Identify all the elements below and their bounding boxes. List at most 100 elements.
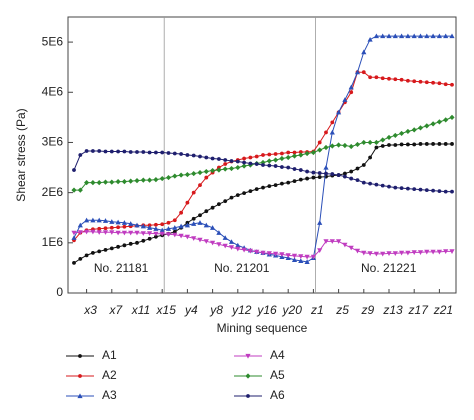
data-point	[373, 139, 379, 146]
data-point	[418, 79, 423, 84]
data-point	[241, 247, 247, 253]
data-point	[203, 168, 209, 175]
data-point	[229, 195, 234, 200]
data-point	[121, 178, 127, 185]
data-point	[184, 171, 190, 178]
data-point	[317, 171, 322, 175]
data-point	[387, 184, 391, 189]
data-point	[431, 188, 435, 193]
y-tick-label: 0	[56, 285, 63, 299]
data-point	[191, 190, 196, 195]
data-point	[291, 153, 298, 159]
data-point	[417, 250, 424, 255]
data-point	[374, 182, 379, 187]
data-point	[254, 162, 259, 166]
data-point	[273, 152, 278, 156]
data-point	[78, 153, 83, 157]
data-point	[311, 170, 316, 175]
data-point	[248, 155, 253, 160]
data-point	[285, 253, 291, 258]
data-point	[115, 230, 121, 236]
data-point	[223, 158, 228, 162]
y-tick-label: 4E6	[42, 84, 64, 98]
data-point	[273, 251, 279, 257]
annotation: No. 21221	[361, 261, 417, 275]
data-point	[386, 134, 392, 141]
data-point	[91, 250, 95, 255]
data-point	[254, 154, 259, 159]
data-point	[172, 173, 178, 179]
data-point	[443, 117, 449, 123]
data-point	[298, 150, 303, 154]
data-point	[165, 174, 172, 181]
legend-marker	[78, 374, 82, 378]
data-point	[399, 250, 405, 256]
y-tick-label: 2E6	[42, 185, 64, 199]
data-point	[109, 225, 114, 230]
legend-label: A6	[270, 388, 285, 402]
data-point	[424, 123, 430, 129]
data-point	[285, 154, 291, 161]
data-point	[254, 249, 260, 255]
data-point	[304, 150, 310, 157]
data-point	[417, 33, 424, 39]
y-tick-label: 5E6	[42, 34, 64, 48]
data-point	[84, 149, 89, 153]
data-point	[436, 33, 442, 39]
data-point	[330, 120, 335, 125]
data-point	[305, 176, 309, 181]
data-point	[361, 49, 367, 55]
data-point	[361, 250, 367, 256]
data-point	[90, 180, 96, 186]
data-point	[160, 222, 165, 227]
data-point	[153, 226, 159, 231]
data-point	[349, 169, 354, 174]
data-point	[235, 246, 241, 252]
data-point	[267, 184, 272, 189]
x-tick-label: z9	[360, 303, 374, 317]
x-tick-label: x15	[156, 303, 177, 317]
data-point	[90, 229, 96, 235]
data-point	[71, 187, 77, 193]
data-point	[210, 225, 216, 230]
data-point	[367, 251, 373, 256]
data-point	[349, 90, 354, 95]
data-point	[298, 152, 304, 158]
data-point	[191, 216, 196, 221]
data-point	[292, 167, 297, 171]
data-point	[128, 241, 133, 246]
data-point	[210, 205, 215, 210]
data-point	[184, 234, 190, 240]
data-point	[242, 160, 247, 165]
legend-label: A3	[102, 388, 117, 402]
data-point	[374, 75, 379, 80]
data-point	[222, 243, 228, 249]
data-point	[103, 149, 108, 154]
data-point	[159, 227, 165, 233]
data-point	[406, 78, 410, 83]
data-point	[286, 180, 291, 185]
data-point	[406, 186, 410, 191]
data-point	[368, 155, 372, 160]
data-point	[172, 225, 178, 230]
data-point	[436, 119, 442, 125]
data-point	[305, 169, 309, 174]
data-point	[336, 239, 342, 244]
x-tick-label: y16	[256, 303, 277, 317]
data-point	[373, 251, 379, 257]
data-point	[273, 164, 278, 168]
data-point	[399, 130, 405, 137]
data-point	[342, 142, 348, 149]
data-point	[418, 142, 423, 146]
data-point	[411, 127, 417, 133]
data-point	[198, 154, 202, 159]
data-point	[354, 69, 361, 75]
data-point	[128, 178, 134, 184]
data-point	[198, 213, 202, 218]
data-point	[361, 70, 366, 75]
data-point	[222, 235, 228, 240]
x-tick-label: y8	[209, 303, 223, 317]
data-point	[166, 220, 171, 225]
data-point	[298, 177, 303, 182]
data-point	[154, 222, 158, 227]
